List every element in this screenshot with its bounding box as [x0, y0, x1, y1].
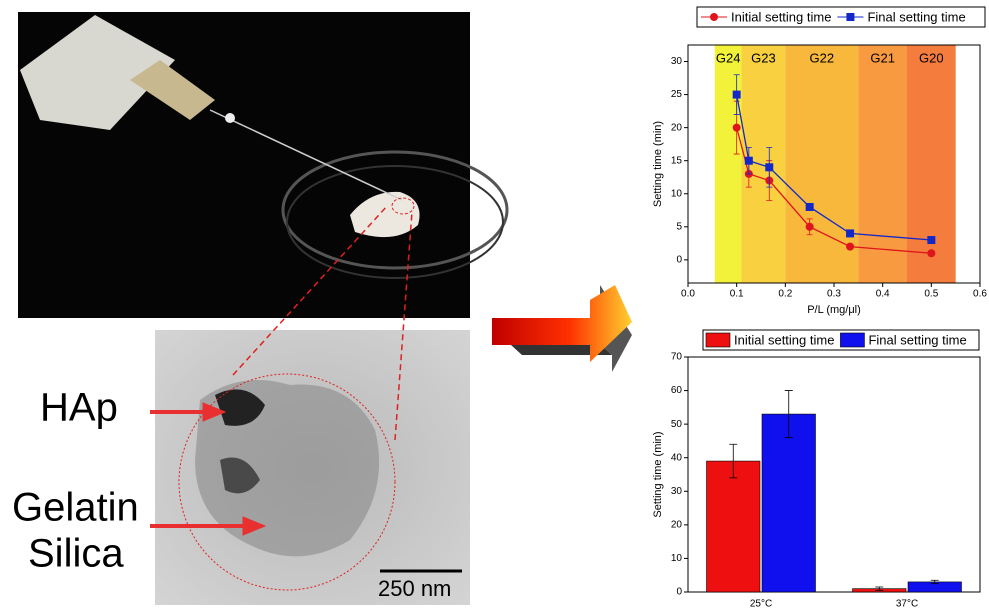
figure: HAp Gelatin Silica 250 nm G24G23G22G21G2… [0, 0, 989, 610]
y-tick-label: 25 [671, 89, 683, 100]
y-tick-label: 0 [676, 255, 682, 266]
point [806, 223, 814, 231]
y-tick-label: 30 [671, 56, 683, 67]
x-tick-label: 0.4 [876, 289, 890, 300]
bar [707, 461, 760, 592]
x-tick-label: 0.1 [730, 289, 744, 300]
label-hap: HAp [40, 386, 118, 430]
band [715, 45, 742, 283]
y-tick-label: 60 [671, 385, 683, 396]
charts: G24 G23 G22 G21 G20 0.0 0.1 0.2 0.3 0.4 0.5 0.6 P/L … [652, 7, 987, 610]
x-tick-label: 25°C [750, 599, 772, 610]
y-tick-label: 10 [671, 553, 683, 564]
label-silica: Silica [28, 532, 124, 576]
transition-arrow [492, 285, 632, 372]
y-tick-label: 5 [676, 221, 682, 232]
x-tick-label: 0.2 [778, 289, 792, 300]
syringe-photo [18, 12, 507, 318]
band-label: G24 [716, 50, 741, 65]
point [927, 249, 935, 257]
x-tick-label: 0.6 [973, 289, 987, 300]
band-label: G22 [810, 50, 835, 65]
point [745, 157, 753, 165]
point [806, 203, 814, 211]
legend-marker [710, 13, 718, 21]
legend-label: Initial setting time [731, 9, 831, 24]
y-axis-label: Setting time (min) [652, 121, 664, 207]
label-gelatin: Gelatin [12, 486, 139, 530]
legend-label: Initial setting time [734, 332, 834, 347]
x-tick-label: 0.3 [827, 289, 841, 300]
y-tick-label: 15 [671, 155, 683, 166]
point [927, 236, 935, 244]
y-tick-label: 20 [671, 122, 683, 133]
y-tick-label: 70 [671, 352, 683, 363]
scale-bar-label: 250 nm [378, 576, 451, 601]
point [765, 163, 773, 171]
y-tick-label: 20 [671, 519, 683, 530]
point [733, 91, 741, 99]
band-label: G20 [919, 50, 944, 65]
band-label: G21 [870, 50, 895, 65]
x-axis-label: P/L (mg/μl) [807, 304, 861, 316]
legend-label: Final setting time [867, 9, 965, 24]
y-tick-label: 40 [671, 452, 683, 463]
point [733, 124, 741, 132]
bar [762, 414, 815, 592]
legend-swatch [706, 333, 730, 347]
x-tick-label: 0.5 [924, 289, 938, 300]
x-tick-label: 0.0 [681, 289, 695, 300]
point [846, 229, 854, 237]
legend-label: Final setting time [868, 332, 966, 347]
y-tick-label: 30 [671, 486, 683, 497]
y-tick-label: 50 [671, 419, 683, 430]
legend-swatch [840, 333, 864, 347]
point [846, 243, 854, 251]
legend-marker [846, 13, 854, 21]
band [907, 45, 956, 283]
band-label: G23 [751, 50, 776, 65]
y-tick-label: 10 [671, 188, 683, 199]
y-axis-label: Setting time (min) [652, 431, 664, 517]
y-tick-label: 0 [676, 587, 682, 598]
x-tick-label: 37°C [896, 599, 918, 610]
